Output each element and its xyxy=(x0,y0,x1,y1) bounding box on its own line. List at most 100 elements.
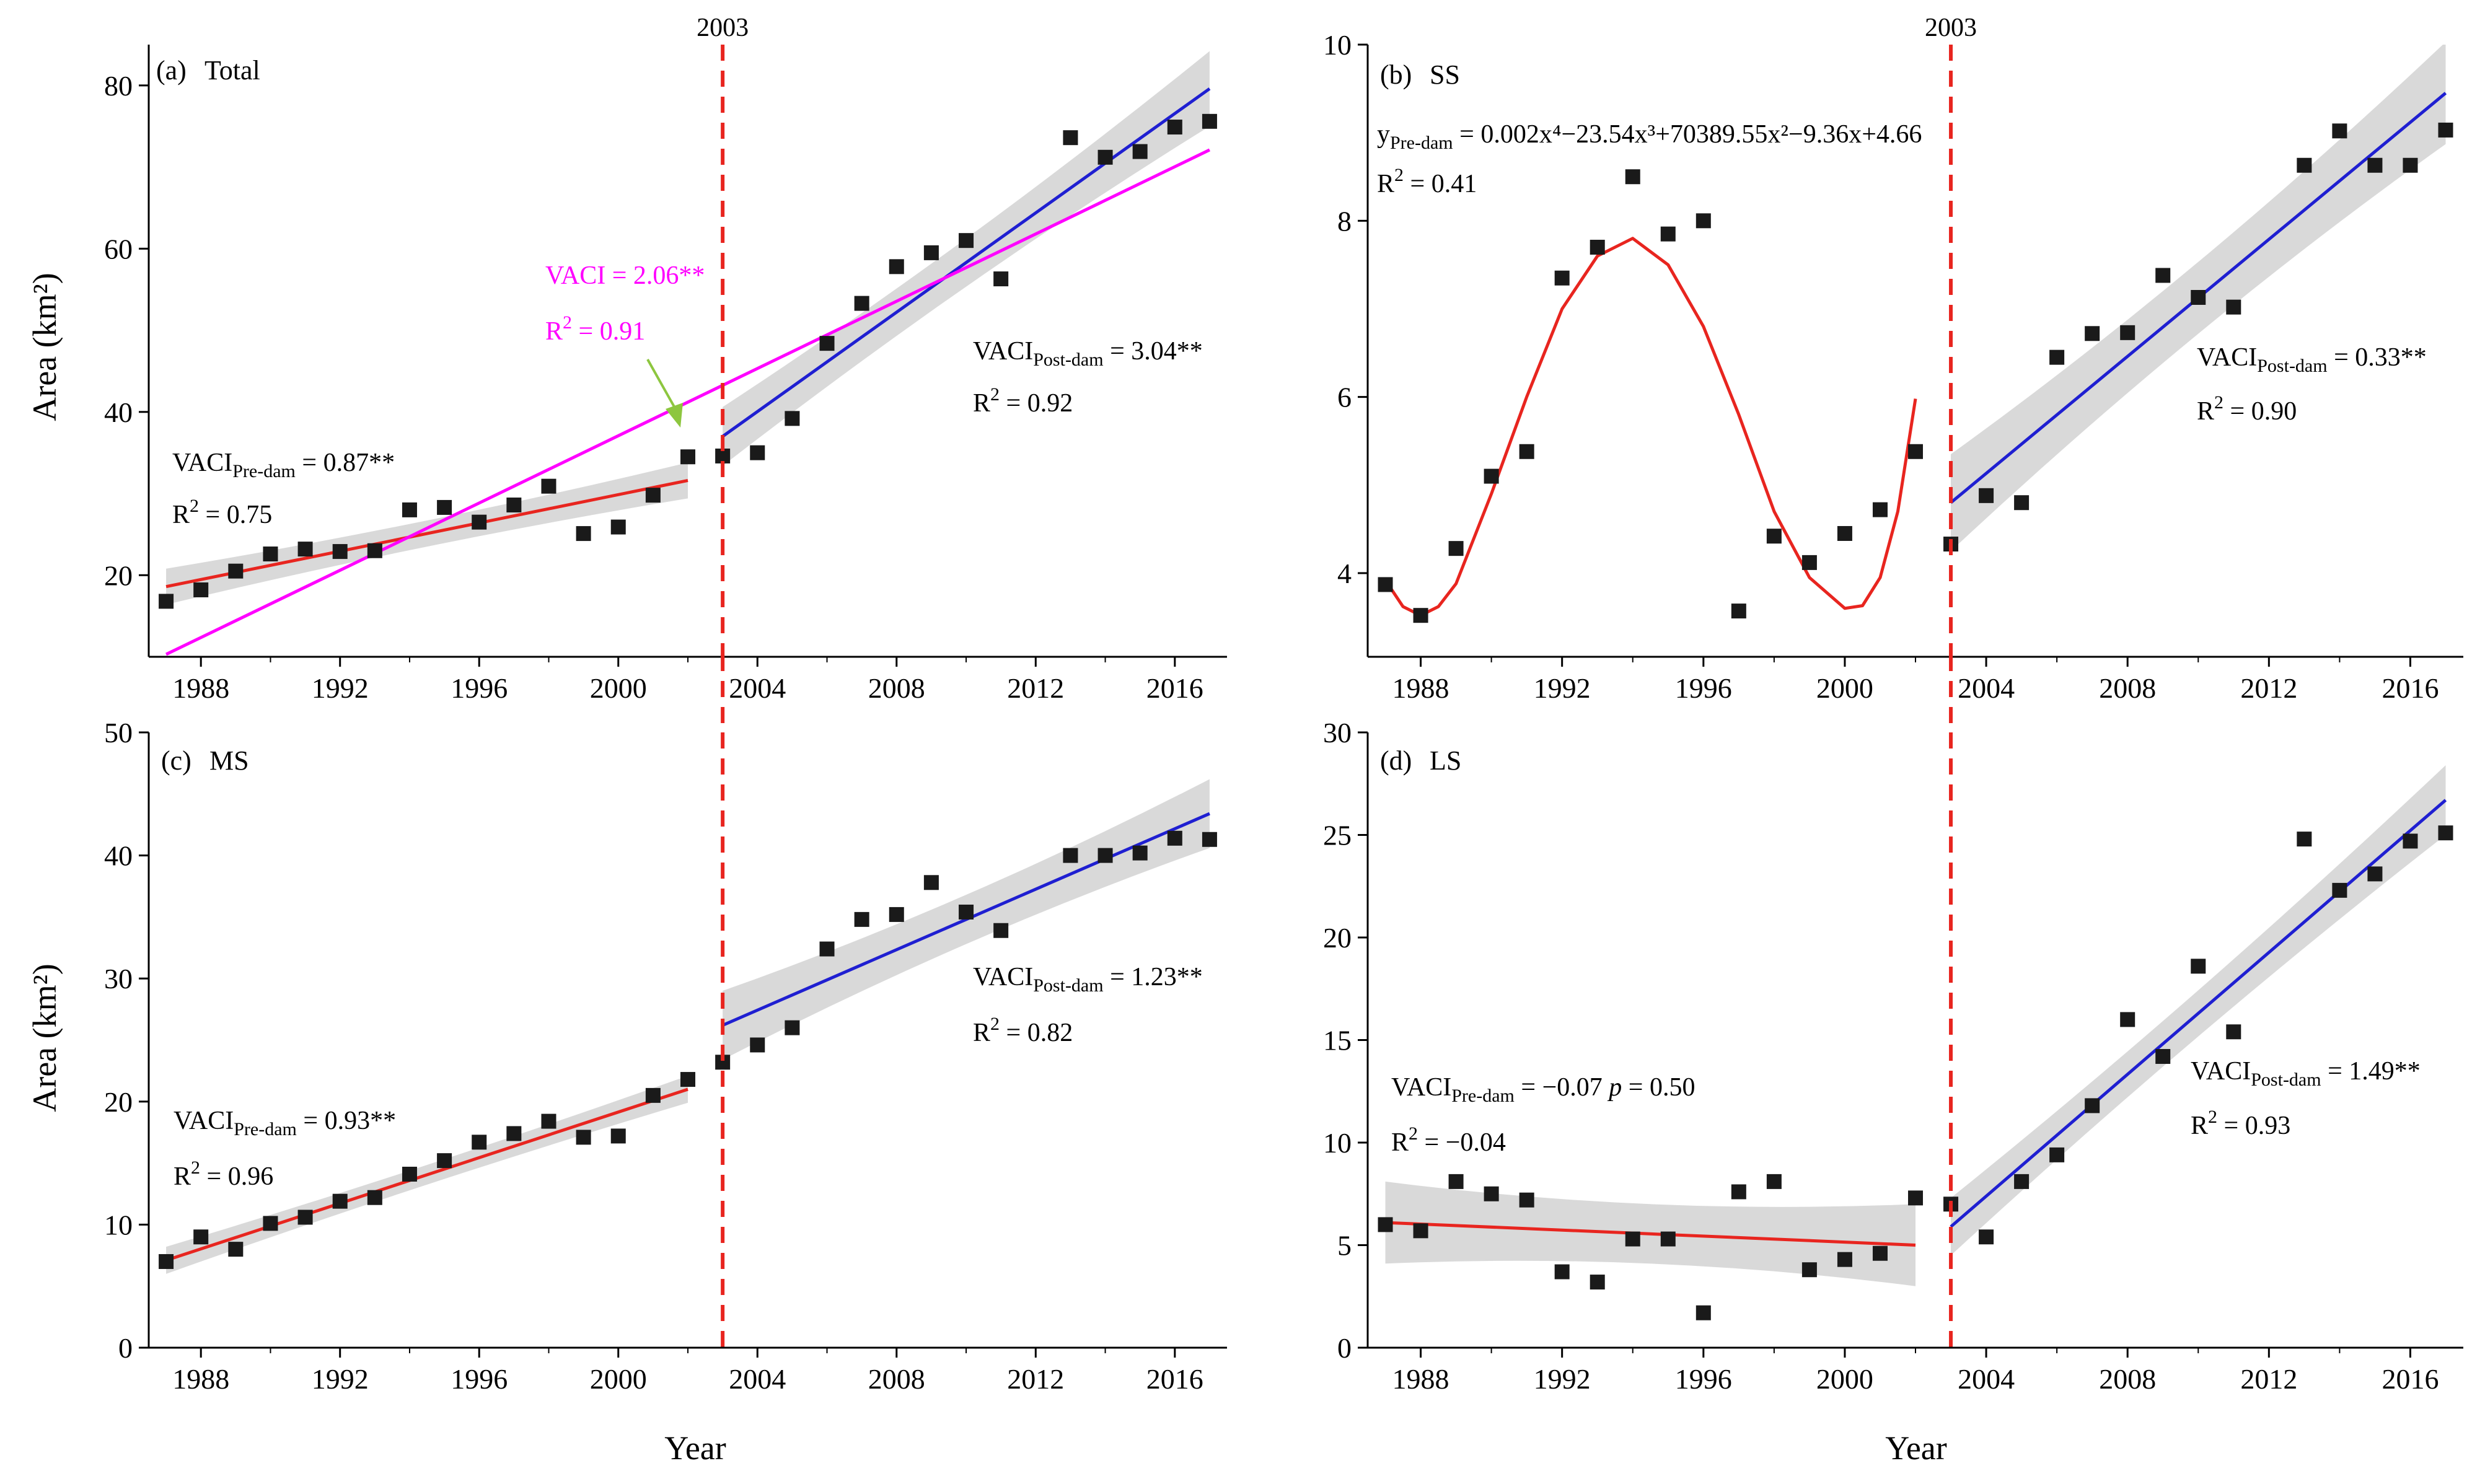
panel-c-x-tick-label: 1992 xyxy=(312,1363,369,1395)
panel-b-x-tick-label: 1988 xyxy=(1392,672,1449,704)
panel-a-data-point xyxy=(1097,149,1113,165)
panel-c-ylabel: Area (km²) xyxy=(26,964,63,1112)
panel-d-data-point xyxy=(1872,1245,1888,1261)
panel-d-data-point xyxy=(2438,825,2453,841)
panel-a-annotation-pre-dam-main: VACI xyxy=(172,449,232,477)
panel-c: 1988 1992 1996 2000 2004 2008 2012 2016 0 10 20 30 4… xyxy=(104,655,1227,1395)
panel-a-annotation-post-dam-main: VACI xyxy=(973,337,1033,366)
panel-a-annotation-post-dam-r2: R2 = 0.92 xyxy=(973,384,1073,418)
panel-d-annotation-pre-dam-value2: = 0.50 xyxy=(1622,1073,1695,1102)
panel-d-y-tick-label: 0 xyxy=(1337,1332,1352,1364)
panel-c-data-point xyxy=(785,1020,800,1035)
panel-b-data-point xyxy=(1837,525,1852,541)
panel-d-data-point xyxy=(1660,1231,1676,1247)
panel-a-confidence-band-post-dam xyxy=(723,51,1210,466)
panel-d-data-point xyxy=(2403,833,2418,849)
panel-c-fit-pre-dam xyxy=(165,1087,688,1262)
panel-b-data-point xyxy=(2332,123,2347,139)
panel-a-ylabel: Area (km²) xyxy=(26,273,63,421)
panel-b-data-point xyxy=(1696,213,1711,229)
panel-d-data-point xyxy=(1908,1190,1923,1206)
panel-d-data-point xyxy=(1590,1275,1605,1290)
panel-b-y-tick-label: 8 xyxy=(1337,205,1352,237)
panel-a-annotation-post-dam-r2-main: R xyxy=(973,389,990,418)
panel-a-annotation-post-dam-sub: Post-dam xyxy=(1033,349,1103,370)
panel-a-data-point xyxy=(923,245,939,260)
panel-d-data-point xyxy=(1554,1264,1570,1280)
panel-b-data-point xyxy=(2226,299,2241,315)
panel-a-data-point xyxy=(993,271,1009,287)
panel-a-x-tick-label: 2008 xyxy=(868,672,925,704)
panel-a-content xyxy=(159,51,1217,656)
panel-c-data-point xyxy=(402,1166,417,1182)
panel-c-data-point xyxy=(854,911,869,927)
panel-d-data-point xyxy=(2297,832,2312,847)
panel-b-annotation-post-dam-r2-main: R xyxy=(2197,397,2214,426)
panel-a-y-tick-label: 40 xyxy=(104,397,133,428)
panel-d-y-tick-label: 15 xyxy=(1323,1025,1352,1056)
panel-b-annotation-post-dam-main: VACI xyxy=(2197,343,2257,372)
panel-b-annotation-post-dam-r2: R2 = 0.90 xyxy=(2197,392,2297,426)
panel-a-data-point xyxy=(472,514,487,530)
panel-b-annotation-post-dam-r2-sup: 2 xyxy=(2214,392,2223,413)
panel-a-fit-pre-dam xyxy=(165,479,688,589)
panel-b-data-point xyxy=(2297,157,2312,173)
panel-c-data-point xyxy=(297,1210,313,1225)
panel-a-annotation-pre-dam-r2-sup: 2 xyxy=(190,496,199,516)
panel-c-data-point xyxy=(1132,845,1148,861)
panel-a-data-point xyxy=(506,497,522,512)
panel-c-data-point xyxy=(889,907,904,922)
panel-c-x-tick-label: 2000 xyxy=(590,1363,647,1395)
panel-b-x-tick-label: 2012 xyxy=(2240,672,2297,704)
panel-b-data-point xyxy=(1413,608,1428,623)
panel-c-annotation-pre-dam-main: VACI xyxy=(174,1107,234,1135)
panel-d-data-point xyxy=(1625,1231,1640,1247)
panel-d: 1988 1992 1996 2000 2004 2008 2012 2016 0 5 10 15 20… xyxy=(1323,655,2463,1395)
panel-b-data-point xyxy=(2049,349,2065,365)
panel-c-data-point xyxy=(959,904,974,920)
panel-c-annotation-post-dam-r2-value: = 0.82 xyxy=(1000,1019,1073,1047)
panel-c-data-point xyxy=(610,1128,626,1144)
panel-a-data-point xyxy=(332,544,348,560)
panel-b-annotation-pre-dam-r2: R2 = 0.41 xyxy=(1377,165,1477,198)
panel-b-data-point xyxy=(2367,157,2383,173)
panel-c-data-point xyxy=(332,1193,348,1209)
panel-d-x-tick-label: 2004 xyxy=(1958,1363,2015,1395)
panel-a-data-point xyxy=(402,502,417,517)
panel-c-title: MS xyxy=(209,745,249,776)
panel-a-data-point xyxy=(1167,120,1182,135)
panel-c-label: (c) xyxy=(161,745,191,776)
panel-c-x-tick-label: 1988 xyxy=(172,1363,229,1395)
panel-d-data-point xyxy=(1731,1184,1746,1200)
panel-a-x-tick-label: 1988 xyxy=(172,672,229,704)
panel-c-annotation-post-dam-value: = 1.23** xyxy=(1104,963,1203,991)
panel-a-x-tick-label: 2000 xyxy=(590,672,647,704)
panel-b-data-point xyxy=(2120,325,2135,340)
panel-a-annotation-pre-dam-value: = 0.87** xyxy=(296,449,395,477)
panel-c-header: (c) MS xyxy=(161,745,249,776)
panel-a-data-point xyxy=(541,478,556,494)
panel-c-data-point xyxy=(680,1072,695,1087)
panel-b-fit-pre-dam-polynomial xyxy=(1384,237,1917,617)
panel-d-y-tick-label: 25 xyxy=(1323,820,1352,851)
panel-c-y-tick-label: 0 xyxy=(118,1332,133,1364)
panel-c-data-point xyxy=(819,941,835,957)
panel-d-annotation-pre-dam-value: = −0.07 xyxy=(1515,1073,1609,1102)
panel-c-data-point xyxy=(506,1126,522,1141)
panel-b-y-tick-label: 6 xyxy=(1337,382,1352,413)
panel-c-x-tick-label: 2008 xyxy=(868,1363,925,1395)
panel-d-label: (d) xyxy=(1380,745,1412,776)
panel-c-annotation-post-dam-r2-main: R xyxy=(973,1019,990,1047)
panel-c-content xyxy=(159,779,1217,1274)
panel-a: 2003 1988 1992 1996 2000 2004 2008 2012 2016 20 40… xyxy=(104,14,1227,704)
panel-d-x-tick-label: 1992 xyxy=(1534,1363,1591,1395)
panel-b-annotation-pre-dam-sub: Pre-dam xyxy=(1390,133,1453,153)
panel-a-y-tick-label: 20 xyxy=(104,560,133,591)
panel-d-x-tick-label: 2012 xyxy=(2240,1363,2297,1395)
panel-d-data-point xyxy=(2014,1174,2030,1189)
panel-c-data-point xyxy=(263,1216,278,1231)
panel-b-label: (b) xyxy=(1380,59,1412,90)
panel-a-annotation-post-dam-r2-sup: 2 xyxy=(990,384,1000,405)
panel-c-annotation-post-dam-sub: Post-dam xyxy=(1033,975,1103,996)
panel-d-annotation-post-dam: VACIPost-dam = 1.49** xyxy=(2191,1057,2421,1090)
